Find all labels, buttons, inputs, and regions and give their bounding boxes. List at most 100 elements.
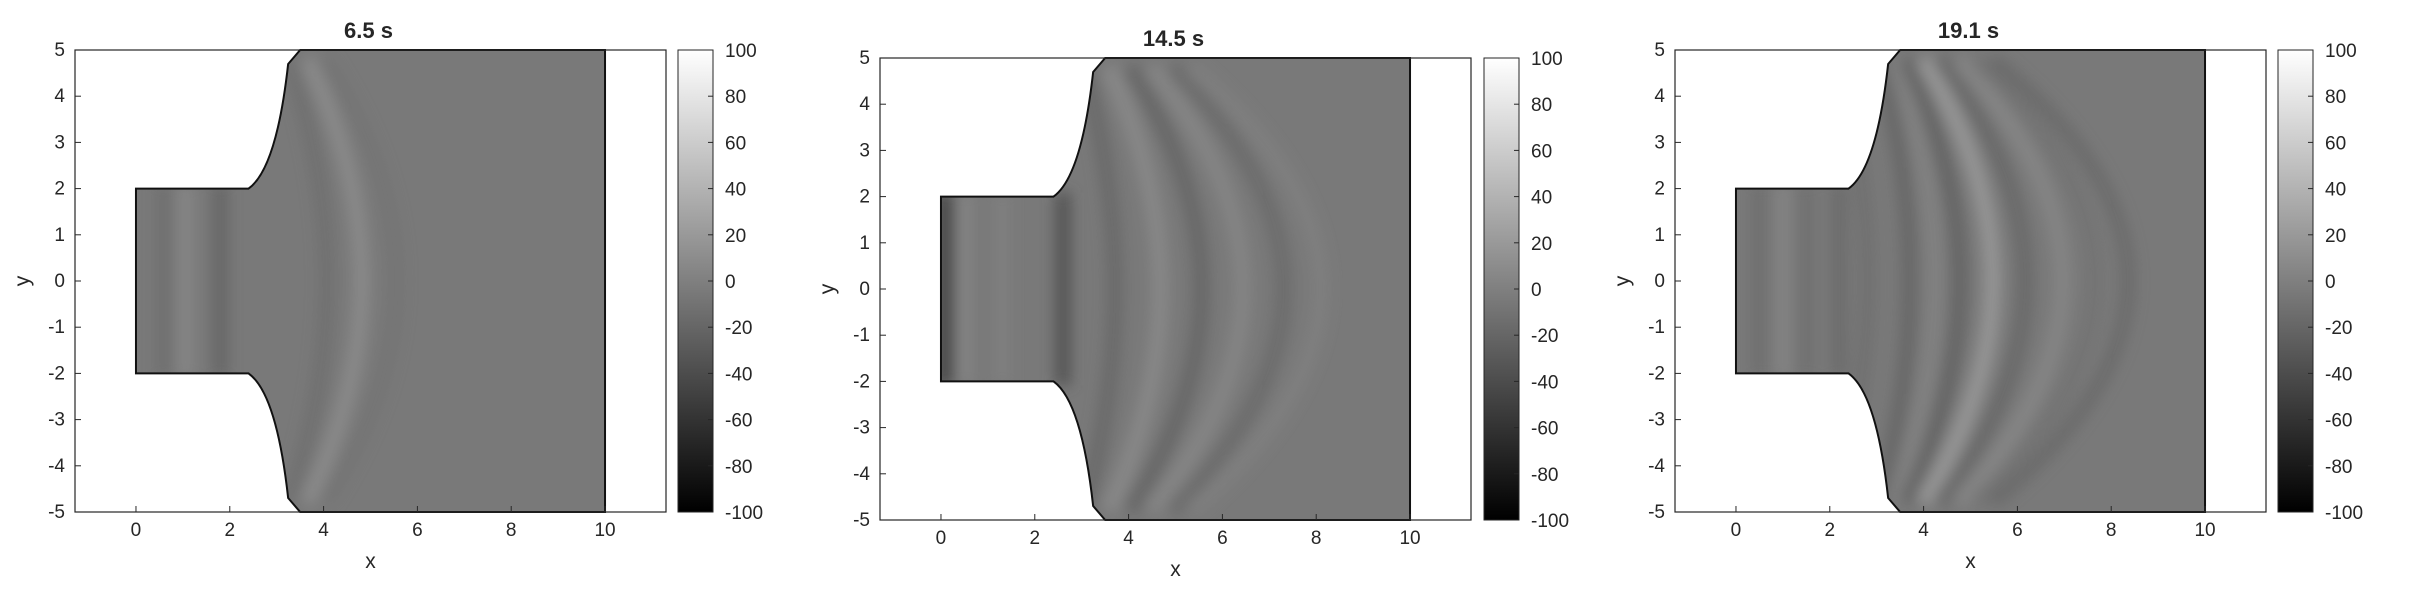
- x-tick-label: 0: [131, 520, 142, 541]
- wavefront-10: [1185, 61, 1329, 517]
- panel-title: 14.5 s: [1143, 26, 1204, 51]
- colorbar: 100 80 60 40 20 0 -20 -40 -60 -80 -100: [677, 41, 763, 524]
- x-tick-label: 2: [1824, 520, 1835, 541]
- colorbar-tick-label: -60: [1531, 419, 1558, 440]
- wavefront-12: [1969, 53, 2103, 509]
- x-tick-label: 10: [2194, 520, 2215, 541]
- wavefront-5: [1076, 65, 1123, 513]
- x-tick-label: 4: [1123, 528, 1134, 549]
- y-tick-label: 2: [1654, 179, 1665, 200]
- colorbar-tick-label: -40: [2325, 364, 2352, 385]
- y-tick-label: -1: [1648, 317, 1665, 338]
- wavefront-1: [940, 192, 954, 386]
- colorbar-tick-label: 80: [1531, 95, 1552, 116]
- y-tick-label: -2: [1648, 363, 1665, 384]
- wavefront-6: [1871, 57, 1918, 505]
- y-tick-label: -5: [1648, 502, 1665, 523]
- y-tick-label: -3: [1648, 410, 1665, 431]
- colorbar-gradient: [1483, 57, 1520, 521]
- colorbar-tick-label: -40: [725, 364, 752, 385]
- colorbar-tick-label: 100: [1531, 49, 1563, 70]
- colorbar-tick-label: 20: [2325, 226, 2346, 247]
- colorbar-tick-label: 60: [725, 133, 746, 154]
- colorbar-tick-label: 0: [725, 272, 736, 293]
- x-tick-label: 6: [2012, 520, 2023, 541]
- y-tick-label: 0: [1654, 271, 1665, 292]
- wavefront-3: [993, 192, 1010, 386]
- wavefront-2: [1774, 184, 1791, 378]
- y-tick-label: 1: [1654, 225, 1665, 246]
- colorbar-tick-label: 40: [1531, 188, 1552, 209]
- colorbar-tick-label: -100: [1531, 511, 1569, 532]
- y-tick-label: 3: [859, 140, 870, 161]
- x-tick-label: 6: [412, 520, 423, 541]
- y-tick-label: -1: [853, 325, 870, 346]
- wavefront-3: [1798, 184, 1815, 378]
- colorbar-tick-label: 100: [2325, 41, 2357, 62]
- wavefront-4: [1054, 192, 1071, 386]
- colorbar-tick-label: -20: [1531, 326, 1558, 347]
- colorbar-tick-label: 80: [2325, 87, 2346, 108]
- y-tick-label: 1: [54, 225, 65, 246]
- x-tick-label: 0: [1731, 520, 1742, 541]
- x-tick-label: 8: [1311, 528, 1322, 549]
- wavefront-7: [1122, 62, 1210, 516]
- y-tick-label: 4: [54, 86, 65, 107]
- x-tick-label: 8: [2106, 520, 2117, 541]
- colorbar-tick-label: 60: [2325, 133, 2346, 154]
- y-tick-label: -4: [48, 456, 65, 477]
- wavefront-13: [1987, 53, 2136, 509]
- y-tick-label: 0: [54, 271, 65, 292]
- colorbar-tick-label: -80: [725, 457, 752, 478]
- y-tick-label: 4: [1654, 86, 1665, 107]
- wavefront-8: [1144, 62, 1251, 516]
- colorbar-tick-label: -100: [725, 503, 763, 524]
- wavefront-6: [317, 54, 405, 508]
- wavefront-1: [1751, 184, 1768, 378]
- y-tick-label: -3: [48, 410, 65, 431]
- panel-title: 19.1 s: [1938, 18, 1999, 43]
- colorbar-tick-label: -20: [725, 318, 752, 339]
- colorbar-tick-label: 100: [725, 41, 757, 62]
- wavefront-9: [1166, 61, 1292, 517]
- wavefront-4: [1831, 184, 1848, 378]
- colorbar-tick-label: 40: [2325, 180, 2346, 201]
- x-tick-label: 0: [936, 528, 947, 549]
- y-tick-label: -4: [1648, 456, 1665, 477]
- y-tick-label: 1: [859, 233, 870, 254]
- wavefront-11: [1952, 53, 2071, 509]
- y-axis-label: y: [816, 283, 839, 294]
- wavefront-8: [1898, 55, 1968, 507]
- y-tick-label: 3: [1654, 132, 1665, 153]
- colorbar-tick-label: -20: [2325, 318, 2352, 339]
- y-tick-label: -2: [48, 363, 65, 384]
- y-tick-label: -5: [48, 502, 65, 523]
- y-tick-label: 5: [54, 40, 65, 61]
- wavefront-1: [156, 184, 173, 378]
- y-axis-label: y: [1611, 275, 1634, 286]
- y-tick-label: -2: [853, 371, 870, 392]
- y-tick-label: 3: [54, 132, 65, 153]
- colorbar-tick-label: -40: [1531, 372, 1558, 393]
- colorbar-tick-label: -100: [2325, 503, 2363, 524]
- y-tick-label: 2: [54, 179, 65, 200]
- x-axis-label: x: [1965, 550, 1976, 573]
- y-tick-label: 5: [1654, 40, 1665, 61]
- wavefront-6: [1101, 63, 1169, 515]
- colorbar-tick-label: 60: [1531, 141, 1552, 162]
- colorbar-tick-label: 80: [725, 87, 746, 108]
- x-tick-label: 2: [1029, 528, 1040, 549]
- x-tick-label: 10: [594, 520, 615, 541]
- y-tick-label: 2: [859, 187, 870, 208]
- wavefront-7: [1885, 56, 1943, 506]
- y-tick-label: -1: [48, 317, 65, 338]
- colorbar-tick-label: 40: [725, 180, 746, 201]
- colorbar-tick-label: 0: [2325, 272, 2336, 293]
- colorbar-gradient: [677, 49, 714, 513]
- wavefront-3: [212, 184, 229, 378]
- x-tick-label: 8: [506, 520, 517, 541]
